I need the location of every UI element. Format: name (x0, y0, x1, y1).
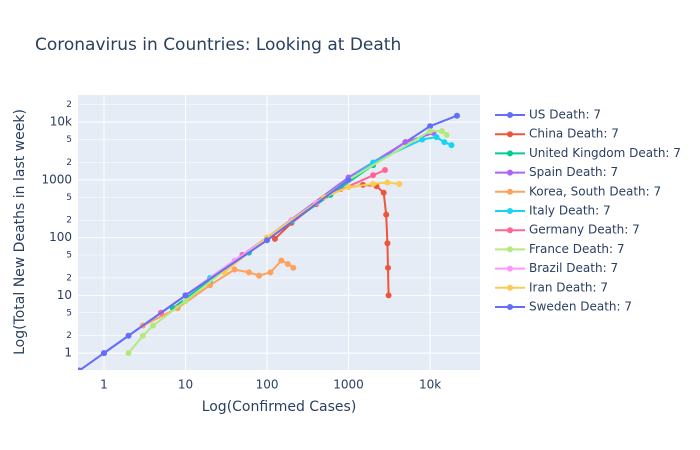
series-line (142, 259, 294, 327)
legend-label: Germany Death: 7 (529, 223, 640, 237)
data-point (345, 184, 352, 191)
legend-label: Brazil Death: 7 (529, 261, 618, 275)
data-point (182, 292, 189, 299)
legend-marker (507, 227, 513, 234)
data-point (125, 350, 132, 357)
y-tick-label: 1 (64, 346, 72, 360)
legend-label: Spain Death: 7 (529, 165, 618, 179)
chart-title: Coronavirus in Countries: Looking at Dea… (35, 35, 401, 55)
legend-marker (507, 208, 513, 214)
data-point (448, 142, 455, 149)
y-tick-label: 2 (66, 331, 72, 341)
y-tick-label: 2 (66, 273, 72, 283)
data-point (100, 350, 107, 357)
data-point (370, 180, 377, 187)
data-point (290, 264, 297, 271)
data-point (245, 269, 252, 276)
data-point (256, 272, 263, 279)
data-point (385, 264, 392, 271)
legend-label: China Death: 7 (529, 127, 619, 141)
legend-label: France Death: 7 (529, 242, 625, 256)
plot-marks (78, 112, 460, 370)
data-point (231, 266, 238, 273)
legend-marker (507, 304, 513, 310)
data-point (441, 139, 448, 146)
data-point (150, 322, 157, 329)
data-point (271, 235, 278, 242)
y-tick-label: 10k (50, 115, 72, 129)
legend-marker (507, 169, 513, 176)
legend-marker (507, 112, 513, 118)
data-point (381, 167, 388, 174)
data-point (139, 332, 146, 339)
y-tick-label: 5 (66, 135, 72, 145)
grid (78, 95, 480, 370)
y-axis-title: Log(Total New Deaths in last week) (12, 109, 28, 355)
y-tick-label: 100 (49, 230, 72, 244)
y-tick-label: 2 (66, 216, 72, 226)
data-point (419, 136, 426, 143)
y-tick-label: 2 (66, 100, 72, 110)
x-axis-title: Log(Confirmed Cases) (202, 399, 357, 415)
y-tick-label: 5 (66, 193, 72, 203)
legend-marker (507, 265, 513, 272)
y-tick-label: 5 (66, 251, 72, 261)
data-point (396, 180, 403, 187)
data-point (402, 139, 409, 146)
data-point (264, 237, 271, 244)
data-point (345, 176, 352, 183)
legend-label: United Kingdom Death: 7 (529, 146, 681, 160)
data-point (427, 128, 434, 135)
y-tick-label: 10 (57, 288, 72, 302)
x-tick-label: 10 (178, 378, 193, 392)
data-point (384, 179, 391, 186)
data-point (78, 367, 83, 370)
x-tick-label: 1000 (333, 378, 364, 392)
data-point (443, 131, 450, 138)
legend-label: Italy Death: 7 (529, 204, 611, 218)
data-point (433, 134, 440, 141)
data-point (380, 189, 387, 196)
legend-marker (507, 131, 513, 138)
data-point (278, 257, 285, 264)
x-tick-label: 100 (256, 378, 279, 392)
data-point (384, 240, 391, 247)
legend-marker (507, 246, 513, 253)
legend-label: US Death: 7 (529, 108, 601, 122)
data-point (453, 112, 460, 119)
legend-label: Sweden Death: 7 (529, 300, 632, 314)
data-point (182, 297, 189, 304)
x-tick-label: 10k (419, 378, 441, 392)
data-point (427, 123, 434, 130)
legend: US Death: 7 China Death: 7 United Kingdom … (495, 108, 681, 314)
legend-label: Korea, South Death: 7 (529, 184, 661, 198)
data-point (284, 260, 291, 267)
data-point (385, 292, 392, 299)
legend-marker (507, 188, 513, 195)
y-tick-label: 5 (66, 308, 72, 318)
data-point (438, 128, 445, 135)
data-point (267, 269, 274, 276)
legend-label: Iran Death: 7 (529, 280, 608, 294)
y-tick-label: 1000 (41, 172, 72, 186)
data-point (383, 211, 390, 218)
data-point (370, 172, 377, 179)
y-tick-label: 2 (66, 158, 72, 168)
x-tick-label: 1 (100, 378, 108, 392)
legend-marker (507, 150, 513, 157)
legend-marker (507, 284, 513, 291)
